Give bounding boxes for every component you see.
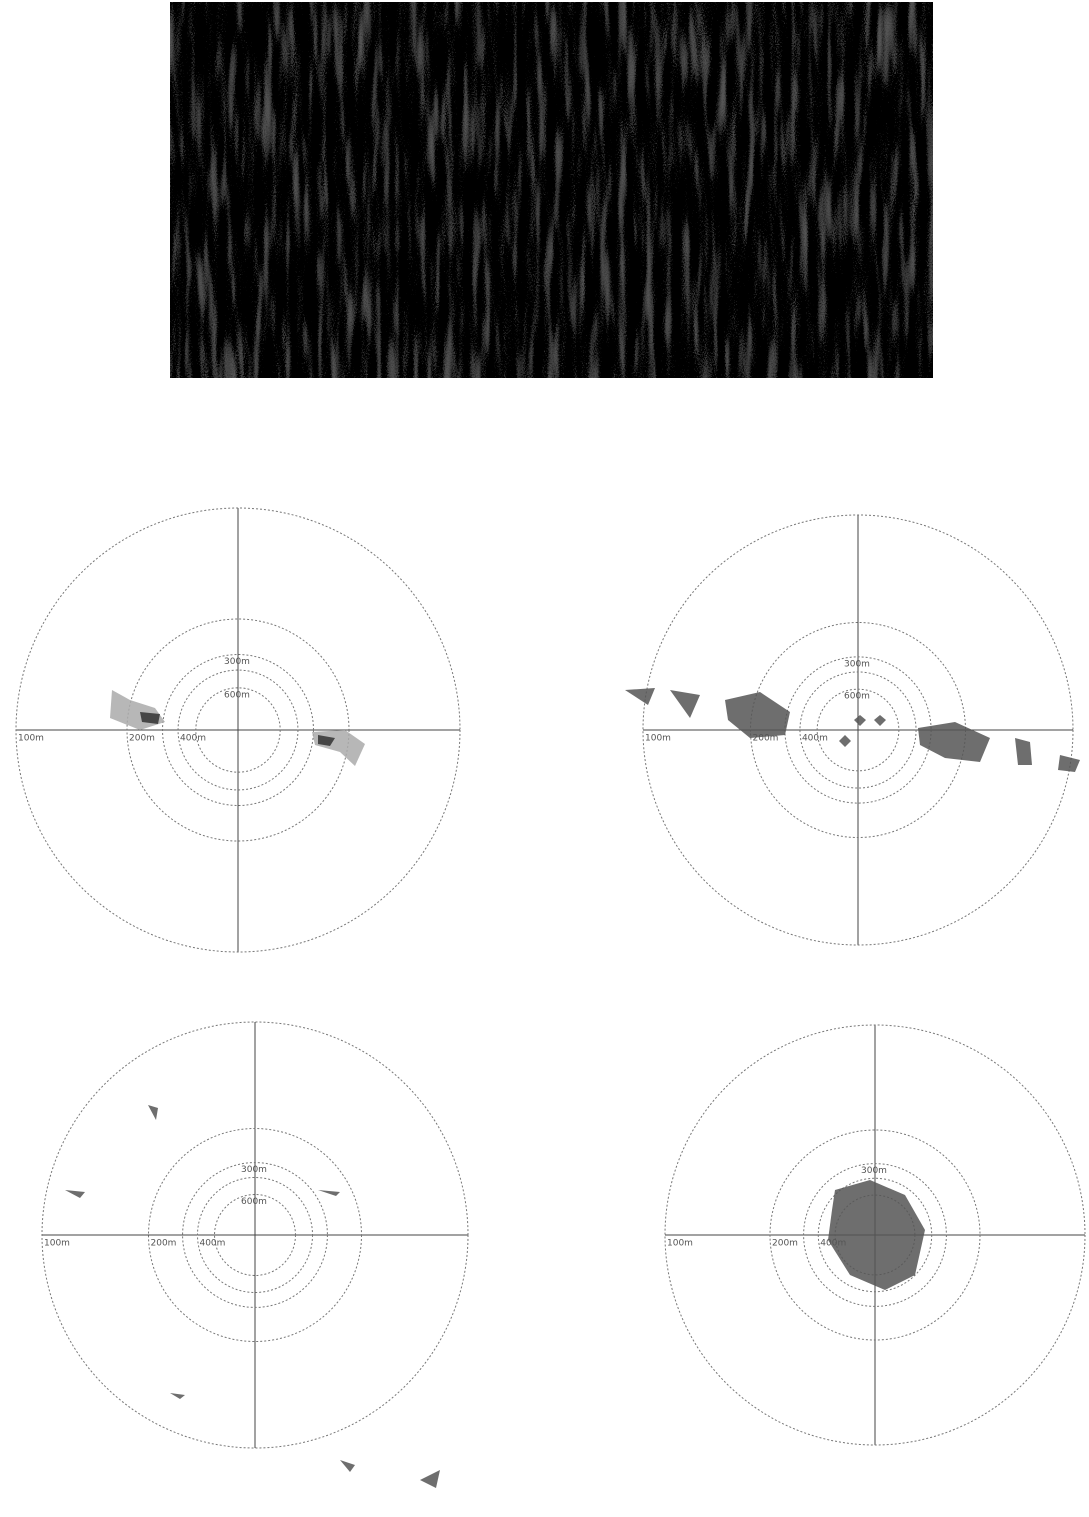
wavelength-ring: [214, 1194, 296, 1276]
polar-panel: 100m 200m 300m 400m 600m: [625, 514, 1080, 946]
spectral-peak: [318, 735, 335, 746]
ring-label: 100m: [18, 734, 44, 744]
ring-label: 100m: [645, 734, 671, 744]
polar-panel: 100m 200m 300m 400m 600m: [15, 507, 461, 953]
wavelength-ring: [162, 654, 314, 806]
polar-panel: 100m 200m 300m 400m: [664, 1024, 1086, 1446]
spectrum-panels: 100m 200m 300m 400m 600m 100m 200m 300m 400m 600m…: [15, 507, 1086, 1488]
wavelength-ring: [148, 1128, 362, 1342]
ring-label: 300m: [861, 1166, 887, 1176]
spectral-peak: [918, 722, 990, 762]
ring-label: 400m: [180, 734, 206, 744]
spectral-peak: [1015, 738, 1032, 765]
spectral-peak: [625, 688, 655, 705]
spectral-peak: [854, 715, 866, 726]
spectral-peak: [828, 1180, 925, 1290]
wavelength-ring: [195, 687, 281, 773]
ring-label: 600m: [844, 692, 870, 702]
wavelength-ring: [803, 1163, 947, 1307]
ring-label: 200m: [772, 1239, 798, 1249]
wavelength-ring: [126, 618, 350, 842]
ring-label: 100m: [667, 1239, 693, 1249]
ring-label: 300m: [224, 657, 250, 667]
ring-label: 300m: [844, 659, 870, 669]
spectral-peak: [140, 712, 160, 724]
wavelength-ring: [15, 507, 461, 953]
ring-label: 600m: [224, 690, 250, 700]
polar-panel: 100m 200m 300m 400m 600m: [41, 1021, 469, 1488]
wavelength-ring: [196, 1176, 314, 1294]
ring-label: 400m: [802, 734, 828, 744]
wavelength-ring: [769, 1129, 981, 1341]
spectral-peak: [340, 1460, 355, 1472]
spectral-peak: [420, 1470, 440, 1488]
ring-label: 600m: [241, 1197, 267, 1207]
ring-label: 200m: [129, 734, 155, 744]
ring-label: 100m: [44, 1239, 70, 1249]
wavelength-ring: [41, 1021, 469, 1449]
spectral-peak: [148, 1105, 158, 1120]
spectral-peak: [725, 692, 790, 738]
spectral-peak: [170, 1393, 185, 1399]
wavelength-ring: [182, 1162, 328, 1308]
spectral-peak: [874, 715, 886, 726]
wavelength-ring: [642, 514, 1074, 946]
ring-label: 400m: [820, 1239, 846, 1249]
ring-label: 400m: [199, 1239, 225, 1249]
spectral-peak: [110, 690, 165, 730]
wavelength-ring: [816, 688, 900, 772]
spectral-peak: [670, 690, 700, 718]
ring-label: 300m: [241, 1165, 267, 1175]
spectral-peak: [318, 1190, 340, 1196]
ring-label: 200m: [753, 734, 779, 744]
texture-image: [170, 2, 933, 378]
wavelength-ring: [799, 671, 917, 789]
wavelength-ring: [817, 1177, 933, 1293]
ring-label: 200m: [151, 1239, 177, 1249]
wavelength-ring: [177, 669, 299, 791]
wavelength-ring: [664, 1024, 1086, 1446]
spectral-peak: [839, 735, 851, 747]
spectral-peak: [65, 1190, 85, 1198]
spectral-peak: [1058, 755, 1080, 772]
